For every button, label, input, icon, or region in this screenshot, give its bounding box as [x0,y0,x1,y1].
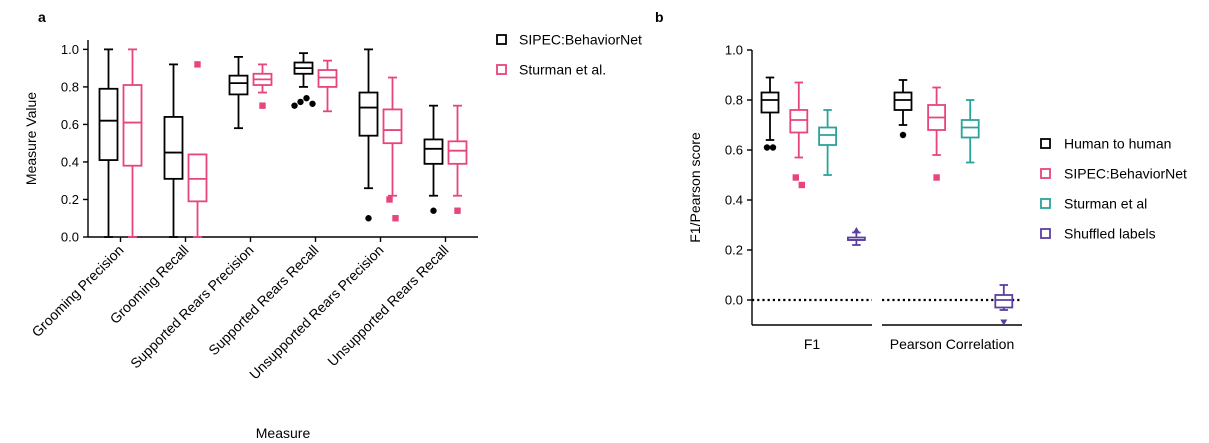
box-a-0-0 [98,48,119,238]
box-b-3-1 [994,284,1014,326]
panel-a-x-tick-label: Unsupported Rears Recall [324,242,451,369]
outlier-point [1000,319,1008,326]
panel-b-y-tick-label: 0.2 [725,243,743,258]
box-b-3-0 [847,227,866,246]
panel-b-y-tick-label: 0.8 [725,93,743,108]
box-a-1-0 [122,48,143,238]
panel-a-y-tick-label: 0.8 [61,79,79,94]
box-iqr [382,108,403,145]
panel-a-x-tick-label: Supported Rears Recall [205,242,321,358]
box-a-1-4 [382,76,403,222]
box-iqr [760,91,780,114]
outlier-point [792,174,799,181]
panel-b-legend-swatch [1040,168,1051,179]
panel-b-legend-swatch [1040,138,1051,149]
panel-b-y-tick-label: 0.6 [725,143,743,158]
box-b-2-0 [818,109,837,176]
outlier-point [297,98,304,106]
panel-a-y-tick-label: 1.0 [61,42,79,57]
outlier-point [798,181,805,189]
outlier-point [303,94,310,102]
outlier-point [386,196,393,203]
panel-a-y-tick-label: 0.4 [61,154,79,169]
box-iqr [163,116,184,180]
panel-b-letter: b [655,9,664,25]
box-iqr [423,138,444,165]
box-a-0-2 [228,55,249,130]
box-iqr [187,153,208,203]
panel-b-legend-label: Sturman et al [1064,196,1147,212]
panel-b-y-tick-label: 0.4 [725,193,743,208]
box-a-1-5 [447,104,468,214]
box-iqr [893,91,913,111]
panel-b-x-tick-label: Pearson Correlation [890,336,1015,352]
panel-b-legend-label: Human to human [1064,136,1171,152]
panel-b-y-axis-title: F1/Pearson score [687,132,703,243]
outlier-point [769,144,777,151]
panel-a-legend-label: SIPEC:BehaviorNet [519,32,642,48]
box-iqr [98,87,119,161]
outlier-point [454,207,461,214]
box-iqr [358,91,379,137]
panel-b-y-tick-label: 0.0 [725,293,743,308]
outlier-point [259,102,266,109]
box-b-1-1 [927,86,946,181]
box-a-0-4 [358,48,379,222]
box-iqr [447,140,468,165]
box-a-0-3 [291,52,316,109]
box-iqr [960,119,980,139]
panel-a-legend-label: Sturman et al. [519,62,606,78]
box-iqr [122,84,143,167]
outlier-point [309,100,316,107]
panel-a-x-tick-label: Grooming Precision [28,242,126,340]
panel-a-legend-swatch [496,64,507,75]
outlier-point [763,144,771,151]
box-iqr [818,126,837,146]
box-a-0-5 [423,104,444,214]
panel-b-x-tick-label: F1 [804,336,821,352]
outlier-point [291,102,298,109]
panel-a-x-tick-label: Unsupported Rears Precision [246,242,387,383]
box-b-2-1 [960,99,980,164]
panel-a-y-tick-label: 0.2 [61,192,79,207]
outlier-point [852,227,860,233]
box-a-0-1 [163,63,184,238]
outlier-point [365,215,372,222]
box-a-1-2 [252,63,273,109]
panel-a-y-axis-title: Measure Value [23,92,39,185]
outlier-point [194,61,201,68]
outlier-point [430,207,437,214]
box-iqr [789,109,809,134]
outlier-point [392,215,399,222]
box-b-0-0 [760,76,780,151]
box-a-1-3 [317,59,338,113]
box-a-1-1 [187,61,208,238]
panel-a-x-axis-title: Measure [256,425,311,441]
box-b-0-1 [893,79,913,139]
box-iqr [317,69,338,88]
box-iqr [228,74,249,96]
panel-a-y-tick-label: 0.0 [61,230,79,245]
panel-b-legend-swatch [1040,228,1051,239]
box-b-1-0 [789,81,809,189]
box-iqr [994,294,1014,309]
outlier-point [933,174,940,181]
panel-a-x-tick-label: Supported Rears Precision [127,242,257,372]
panel-b-legend-swatch [1040,198,1051,209]
panel-a-legend-swatch [496,34,507,45]
panel-b-legend-label: SIPEC:BehaviorNet [1064,166,1187,182]
panel-a-letter: a [38,9,46,25]
panel-a-y-tick-label: 0.6 [61,117,79,132]
panel-b-y-tick-label: 1.0 [725,43,743,58]
panel-b-legend-label: Shuffled labels [1064,226,1156,242]
outlier-point [899,131,907,139]
